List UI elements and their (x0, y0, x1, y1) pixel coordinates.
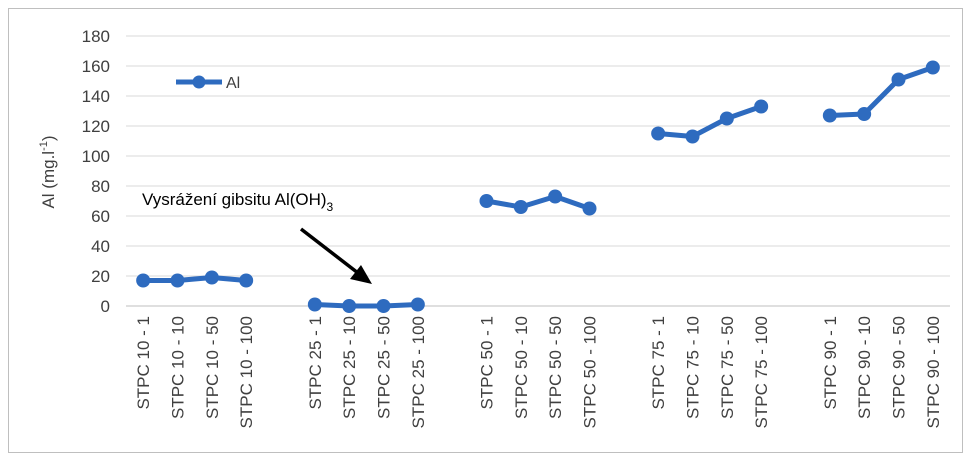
legend: Al (176, 75, 240, 92)
y-tick-20: 20 (91, 267, 110, 286)
data-point (891, 72, 906, 87)
x-tick-labels: STPC 10 - 1 STPC 10 - 10 STPC 10 - 50 STPC … (134, 316, 943, 428)
data-point (479, 194, 494, 208)
x-tick-label: STPC 10 - 10 (169, 316, 188, 419)
x-tick-label: STPC 50 - 100 (581, 316, 600, 428)
y-tick-100: 100 (82, 147, 110, 166)
data-point (376, 299, 391, 313)
data-point (513, 200, 528, 214)
x-tick-label: STPC 75 - 50 (718, 316, 737, 419)
series-line-group-4 (657, 104, 762, 139)
data-point (170, 273, 185, 288)
x-tick-label: STPC 25 - 50 (375, 316, 394, 419)
data-point (685, 129, 700, 144)
annotation-arrowhead (350, 265, 372, 284)
data-point (719, 111, 734, 126)
data-point (651, 126, 666, 141)
series-line-group-2 (314, 302, 418, 309)
y-axis-label: Al (mg.l-1) (38, 135, 58, 208)
y-tick-60: 60 (91, 207, 110, 226)
series-line-group-5 (829, 65, 934, 118)
series-lines (143, 65, 934, 309)
x-tick-label: STPC 25 - 100 (409, 316, 428, 428)
y-tick-40: 40 (91, 237, 110, 256)
x-tick-label: STPC 90 - 100 (924, 316, 943, 428)
series-points (136, 60, 940, 313)
data-point (239, 273, 254, 288)
x-tick-label: STPC 25 - 1 (306, 316, 325, 410)
y-tick-80: 80 (91, 177, 110, 196)
data-point (925, 60, 940, 75)
x-tick-label: STPC 25 - 10 (340, 316, 359, 419)
x-tick-label: STPC 50 - 1 (478, 316, 497, 410)
annotation-text: Vysrážení gibsitu Al(OH)3 (142, 190, 334, 214)
data-point (410, 297, 425, 312)
y-tick-180: 180 (82, 27, 110, 46)
data-point (136, 273, 151, 288)
data-point (307, 297, 322, 312)
data-point (204, 270, 219, 285)
data-point (342, 299, 357, 313)
x-tick-label: STPC 90 - 1 (821, 316, 840, 410)
series-line-group-1 (143, 275, 247, 283)
y-tick-0: 0 (101, 297, 110, 316)
data-point (822, 108, 837, 123)
annotation: Vysrážení gibsitu Al(OH)3 (142, 190, 372, 284)
data-point (548, 189, 563, 204)
data-point (582, 201, 597, 216)
data-point (754, 99, 769, 114)
chart-frame (8, 8, 963, 453)
y-tick-160: 160 (82, 57, 110, 76)
x-tick-label: STPC 10 - 1 (134, 316, 153, 410)
x-tick-label: STPC 90 - 10 (855, 316, 874, 419)
y-tick-labels: 0 20 40 60 80 100 120 140 160 180 (82, 27, 110, 316)
x-tick-label: STPC 90 - 50 (890, 316, 909, 419)
x-tick-label: STPC 50 - 10 (512, 316, 531, 419)
x-tick-label: STPC 10 - 100 (237, 316, 256, 428)
x-tick-label: STPC 50 - 50 (546, 316, 565, 419)
x-tick-label: STPC 75 - 100 (752, 316, 771, 428)
y-tick-140: 140 (82, 87, 110, 106)
legend-label: Al (226, 75, 240, 92)
annotation-arrow (299, 227, 360, 275)
x-tick-label: STPC 75 - 1 (649, 316, 668, 410)
legend-point-marker (192, 75, 206, 89)
series-line-group-3 (486, 194, 591, 211)
x-tick-label: STPC 10 - 50 (203, 316, 222, 419)
data-point (857, 107, 872, 121)
x-tick-label: STPC 75 - 10 (684, 316, 703, 419)
gridlines (126, 35, 950, 307)
y-tick-120: 120 (82, 117, 110, 136)
